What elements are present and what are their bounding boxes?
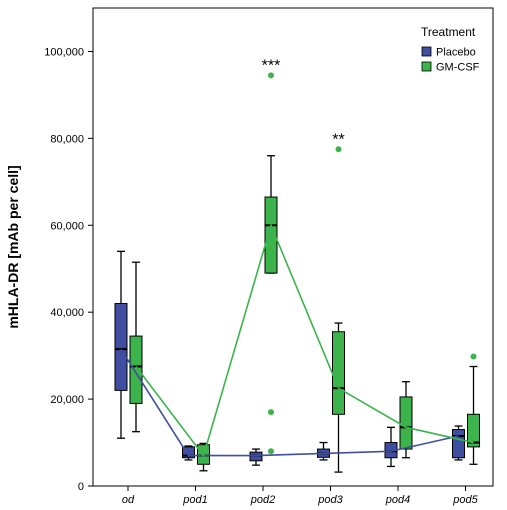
plot-frame <box>92 7 494 487</box>
median-line-gm-csf <box>135 222 474 458</box>
outlier-point <box>335 146 342 153</box>
box-gm-csf-pod4 <box>399 381 413 459</box>
y-tick-label: 100,000 <box>44 46 84 58</box>
box-placebo-pod5 <box>452 425 465 461</box>
x-tick-label: od <box>122 494 135 506</box>
box-body <box>129 335 143 404</box>
significance-label: *** <box>262 57 281 74</box>
box-body <box>452 429 465 459</box>
significance-annotations: ***** <box>262 57 345 148</box>
outlier-point <box>268 448 274 455</box>
box-body <box>467 413 480 448</box>
box-body <box>399 396 413 450</box>
y-axis-title: mHLA-DR [mAb per cell] <box>5 165 21 328</box>
x-tick-label: pod5 <box>452 494 478 506</box>
box-placebo-pod4 <box>384 426 398 468</box>
box-body <box>114 302 128 391</box>
box-gm-csf-pod3 <box>332 146 345 473</box>
y-tick-label: 0 <box>78 481 84 493</box>
x-tick-label: pod2 <box>250 494 275 506</box>
x-tick-label: pod3 <box>317 494 343 506</box>
box-placebo-od <box>114 250 128 439</box>
x-tick-label: pod1 <box>182 494 207 506</box>
box-gm-csf-pod1 <box>197 442 210 472</box>
box-body <box>264 196 278 274</box>
box-gm-csf-pod2 <box>264 72 278 455</box>
box-body <box>332 331 345 415</box>
y-tick-label: 40,000 <box>50 307 84 319</box>
legend: Treatment Placebo GM-CSF <box>421 25 480 74</box>
x-axis: od pod1 pod2 pod3 pod4 pod5 <box>122 486 479 506</box>
y-tick-label: 80,000 <box>50 133 84 145</box>
box-placebo-pod3 <box>317 441 330 461</box>
legend-title: Treatment <box>421 25 476 39</box>
box-placebo-pod2 <box>249 448 263 466</box>
outlier-point <box>268 409 274 416</box>
y-tick-label: 60,000 <box>50 220 84 232</box>
outlier-point <box>268 72 274 79</box>
median-lines <box>120 222 474 458</box>
box-gm-csf-pod5 <box>467 353 480 465</box>
legend-swatch <box>421 46 432 57</box>
legend-label: GM-CSF <box>436 62 480 74</box>
significance-label: ** <box>332 131 344 148</box>
box-body <box>182 446 195 459</box>
outlier-point <box>470 353 477 360</box>
median-line-placebo <box>120 348 459 457</box>
y-axis: 0 20,000 40,000 60,000 80,000 100,000 <box>44 46 93 493</box>
legend-swatch <box>421 61 432 72</box>
box-gm-csf-od <box>129 261 143 433</box>
x-tick-label: pod4 <box>385 494 410 506</box>
legend-label: Placebo <box>436 47 476 59</box>
y-tick-label: 20,000 <box>50 394 84 406</box>
